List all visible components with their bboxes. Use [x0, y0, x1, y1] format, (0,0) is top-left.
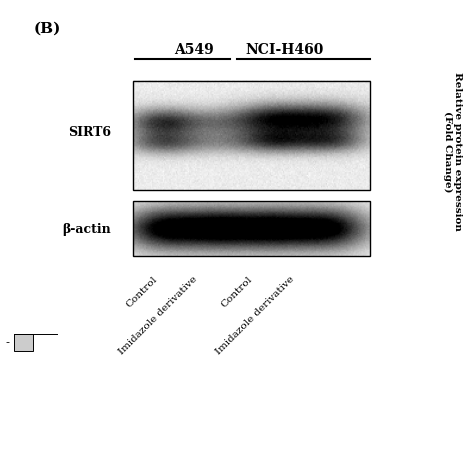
Text: Imidazole derivative: Imidazole derivative [214, 275, 296, 357]
Text: Control: Control [124, 275, 159, 310]
Text: (B): (B) [34, 21, 61, 36]
Bar [133, 201, 370, 256]
Text: -: - [6, 337, 9, 347]
Text: SIRT6: SIRT6 [68, 126, 111, 139]
Bar [133, 81, 370, 190]
Text: Imidazole derivative: Imidazole derivative [117, 275, 199, 357]
Text: Relative protein expression
(Fold Change): Relative protein expression (Fold Change… [443, 72, 463, 231]
Text: Control: Control [219, 275, 254, 310]
Text: β-actin: β-actin [63, 223, 111, 237]
Text: NCI-H460: NCI-H460 [245, 43, 324, 57]
Bar [14, 334, 33, 351]
Text: A549: A549 [174, 43, 214, 57]
